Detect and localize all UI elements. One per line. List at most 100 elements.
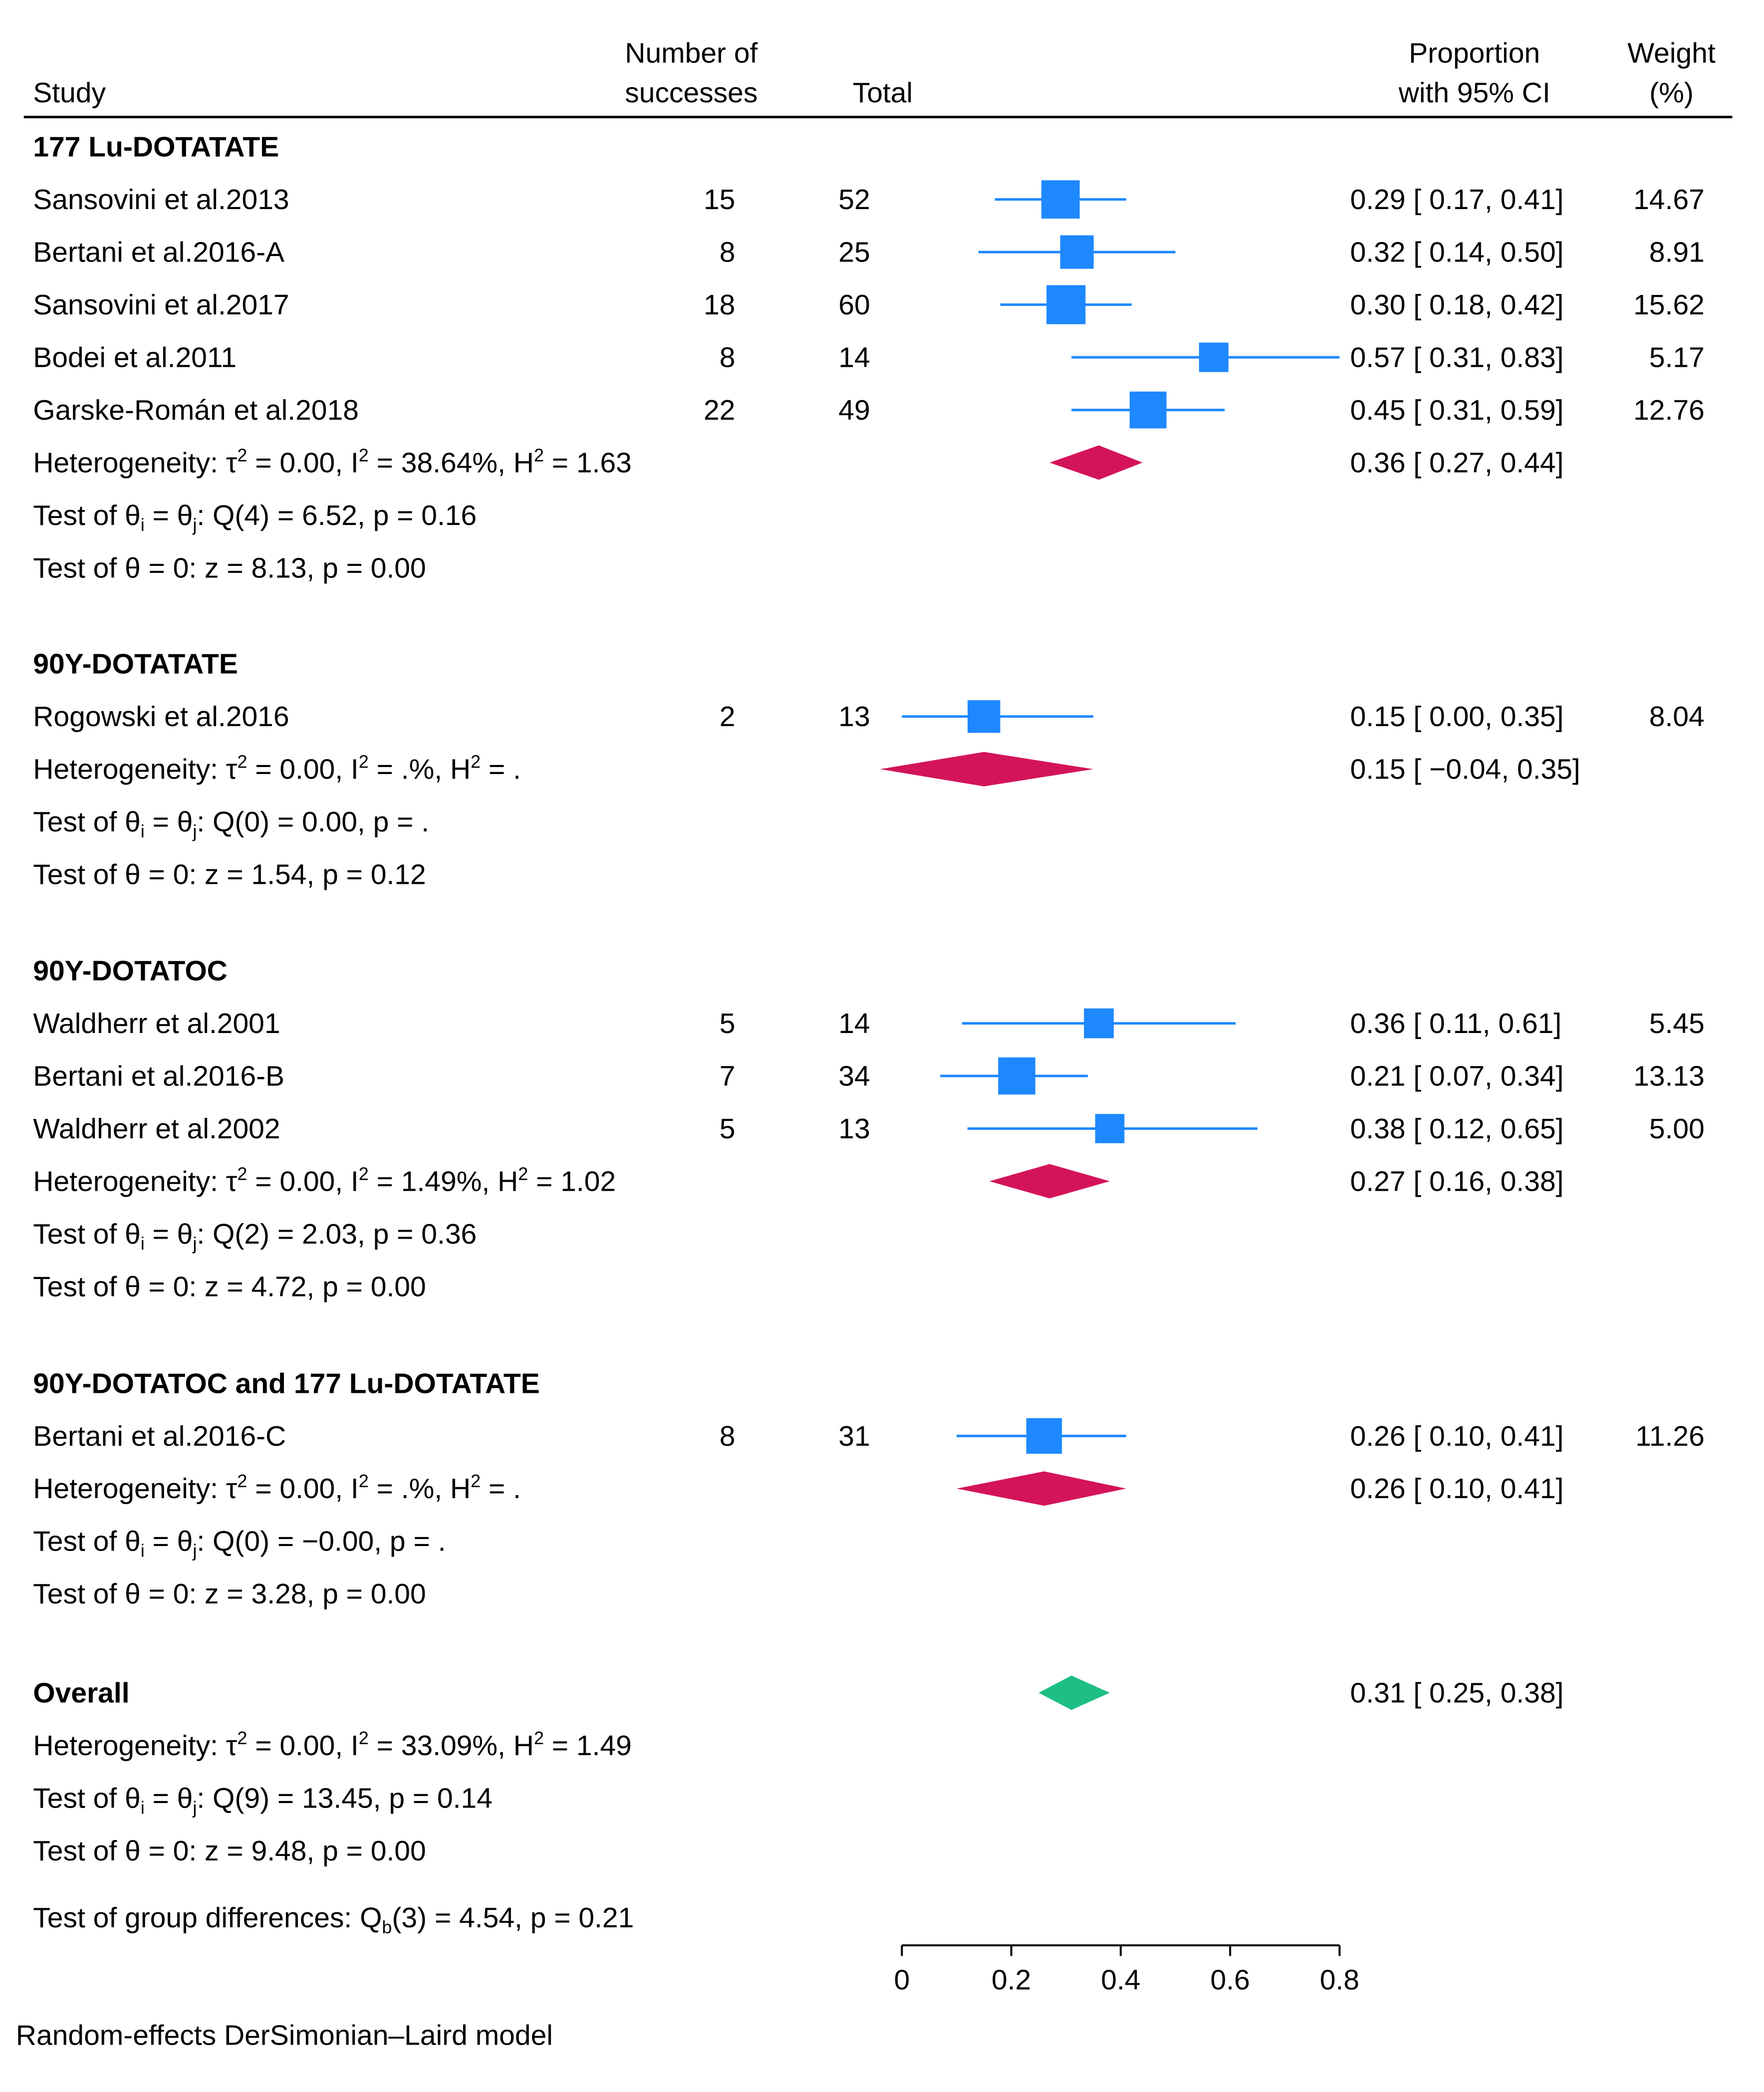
group-pooled-ci-text: 0.15 [ −0.04, 0.35] xyxy=(1350,754,1580,785)
study-point-marker xyxy=(1026,1418,1062,1454)
study-total: 25 xyxy=(838,236,870,268)
study-ci-text: 0.30 [ 0.18, 0.42] xyxy=(1350,289,1564,321)
overall-title: Overall xyxy=(33,1677,129,1709)
study-total: 31 xyxy=(838,1420,870,1452)
study-weight: 5.00 xyxy=(1649,1113,1705,1145)
study-name: Bertani et al.2016-C xyxy=(33,1420,286,1452)
study-weight: 14.67 xyxy=(1633,184,1705,216)
study-point-marker xyxy=(1060,235,1094,269)
study-weight: 11.26 xyxy=(1635,1420,1704,1452)
study-point-marker xyxy=(1095,1114,1125,1143)
study-ci-text: 0.21 [ 0.07, 0.34] xyxy=(1350,1060,1564,1092)
study-total: 49 xyxy=(838,394,870,426)
group-title: 90Y-DOTATATE xyxy=(33,648,238,680)
overall-z-test: Test of θ = 0: z = 9.48, p = 0.00 xyxy=(33,1835,426,1867)
study-total: 34 xyxy=(838,1060,870,1092)
study-ci-text: 0.15 [ 0.00, 0.35] xyxy=(1350,701,1564,733)
study-point-marker xyxy=(1046,285,1086,324)
study-weight: 15.62 xyxy=(1633,289,1705,321)
overall-ci-text: 0.31 [ 0.25, 0.38] xyxy=(1350,1677,1564,1709)
group-heterogeneity: Heterogeneity: τ2 = 0.00, I2 = 38.64%, H… xyxy=(33,445,632,479)
header-study: Study xyxy=(33,77,106,109)
study-weight: 8.04 xyxy=(1649,701,1705,733)
study-total: 14 xyxy=(838,1008,870,1040)
group-heterogeneity: Heterogeneity: τ2 = 0.00, I2 = .%, H2 = … xyxy=(33,1471,521,1505)
group-pooled-ci-text: 0.26 [ 0.10, 0.41] xyxy=(1350,1473,1564,1505)
study-name: Bodei et al.2011 xyxy=(33,341,237,373)
study-weight: 13.13 xyxy=(1633,1060,1705,1092)
group-z-test: Test of θ = 0: z = 1.54, p = 0.12 xyxy=(33,859,426,891)
header-total: Total xyxy=(853,77,913,109)
study-ci-text: 0.32 [ 0.14, 0.50] xyxy=(1350,236,1564,268)
header-proportion-line1: Proportion xyxy=(1409,37,1540,69)
study-total: 52 xyxy=(838,184,870,216)
study-successes: 2 xyxy=(720,701,736,733)
group-z-test: Test of θ = 0: z = 4.72, p = 0.00 xyxy=(33,1271,426,1303)
study-total: 14 xyxy=(838,341,870,373)
study-name: Waldherr et al.2001 xyxy=(33,1008,280,1040)
study-name: Sansovini et al.2017 xyxy=(33,289,289,321)
group-q-test: Test of θi = θj: Q(2) = 2.03, p = 0.36 xyxy=(33,1218,477,1254)
study-point-marker xyxy=(1084,1008,1114,1039)
study-name: Waldherr et al.2002 xyxy=(33,1113,280,1145)
study-ci-text: 0.45 [ 0.31, 0.59] xyxy=(1350,394,1564,426)
study-name: Sansovini et al.2013 xyxy=(33,184,289,216)
study-name: Bertani et al.2016-A xyxy=(33,236,284,268)
study-ci-text: 0.36 [ 0.11, 0.61] xyxy=(1350,1008,1562,1040)
study-successes: 8 xyxy=(720,341,736,373)
study-ci-text: 0.26 [ 0.10, 0.41] xyxy=(1350,1420,1564,1452)
group-heterogeneity: Heterogeneity: τ2 = 0.00, I2 = 1.49%, H2… xyxy=(33,1163,616,1197)
study-name: Garske-Román et al.2018 xyxy=(33,394,359,426)
overall-q-test: Test of θi = θj: Q(9) = 13.45, p = 0.14 xyxy=(33,1782,493,1818)
x-axis-tick-label: 0.2 xyxy=(992,1964,1031,1996)
study-point-marker xyxy=(1041,180,1080,219)
header-weight-line2: (%) xyxy=(1649,77,1694,109)
overall-diamond xyxy=(1038,1675,1110,1710)
study-successes: 15 xyxy=(704,184,735,216)
study-point-marker xyxy=(998,1057,1035,1095)
footnote: Random-effects DerSimonian–Laird model xyxy=(16,2020,553,2052)
study-successes: 8 xyxy=(720,236,736,268)
group-q-test: Test of θi = θj: Q(4) = 6.52, p = 0.16 xyxy=(33,500,477,535)
header-successes-line1: Number of xyxy=(625,37,757,69)
study-ci-text: 0.29 [ 0.17, 0.41] xyxy=(1350,184,1564,216)
overall-heterogeneity: Heterogeneity: τ2 = 0.00, I2 = 33.09%, H… xyxy=(33,1728,632,1762)
study-weight: 5.45 xyxy=(1649,1008,1705,1040)
study-weight: 5.17 xyxy=(1649,341,1705,373)
study-point-marker xyxy=(1199,342,1229,372)
study-ci-text: 0.57 [ 0.31, 0.83] xyxy=(1350,341,1564,373)
header-weight-line1: Weight xyxy=(1627,37,1716,69)
x-axis-tick-label: 0.4 xyxy=(1101,1964,1140,1996)
x-axis-tick-label: 0.8 xyxy=(1320,1964,1359,1996)
group-pooled-diamond xyxy=(989,1164,1110,1199)
study-weight: 12.76 xyxy=(1633,394,1705,426)
group-title: 90Y-DOTATOC xyxy=(33,955,228,987)
study-total: 13 xyxy=(838,1113,870,1145)
study-point-marker xyxy=(968,700,1001,733)
group-pooled-diamond xyxy=(880,752,1094,786)
group-q-test: Test of θi = θj: Q(0) = 0.00, p = . xyxy=(33,806,429,841)
study-total: 13 xyxy=(838,701,870,733)
group-pooled-diamond xyxy=(1049,445,1143,480)
group-heterogeneity: Heterogeneity: τ2 = 0.00, I2 = .%, H2 = … xyxy=(33,752,521,785)
study-successes: 8 xyxy=(720,1420,736,1452)
x-axis-tick-label: 0 xyxy=(894,1964,910,1996)
x-axis-tick-label: 0.6 xyxy=(1211,1964,1250,1996)
study-successes: 22 xyxy=(704,394,735,426)
study-successes: 7 xyxy=(720,1060,736,1092)
group-difference-test: Test of group differences: Qb(3) = 4.54,… xyxy=(33,1902,634,1937)
group-title: 177 Lu-DOTATATE xyxy=(33,131,279,163)
study-successes: 18 xyxy=(704,289,735,321)
study-successes: 5 xyxy=(720,1113,736,1145)
group-title: 90Y-DOTATOC and 177 Lu-DOTATATE xyxy=(33,1367,540,1399)
group-pooled-diamond xyxy=(956,1471,1126,1506)
group-z-test: Test of θ = 0: z = 8.13, p = 0.00 xyxy=(33,552,426,584)
study-ci-text: 0.38 [ 0.12, 0.65] xyxy=(1350,1113,1564,1145)
study-name: Rogowski et al.2016 xyxy=(33,701,289,733)
group-pooled-ci-text: 0.27 [ 0.16, 0.38] xyxy=(1350,1165,1564,1197)
study-total: 60 xyxy=(838,289,870,321)
study-successes: 5 xyxy=(720,1008,736,1040)
header-successes-line2: successes xyxy=(625,77,757,109)
group-pooled-ci-text: 0.36 [ 0.27, 0.44] xyxy=(1350,447,1564,479)
